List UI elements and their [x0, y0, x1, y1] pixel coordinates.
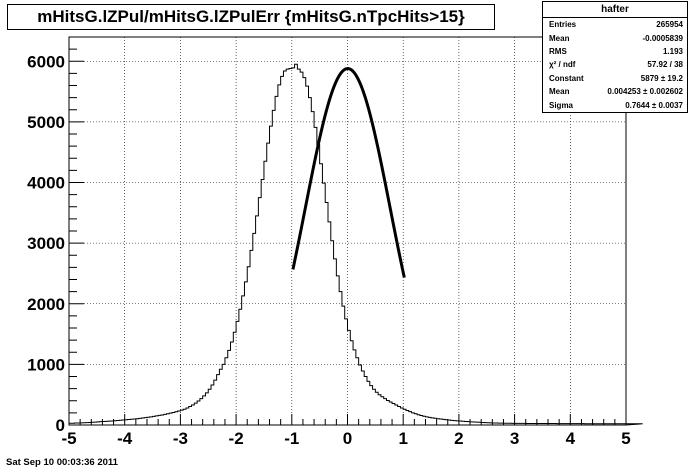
stats-label: Entries	[549, 20, 577, 30]
stats-label: RMS	[549, 46, 567, 56]
stats-label: Mean	[549, 33, 570, 43]
x-tick-label: 3	[510, 429, 519, 448]
stats-value: 57.92 / 38	[647, 60, 683, 70]
plot-frame	[68, 36, 627, 426]
chart-title: mHitsG.lZPul/mHitsG.lZPulErr {mHitsG.nTp…	[7, 4, 495, 30]
y-tick-label: 5000	[27, 113, 65, 132]
stats-row-rms: RMS 1.193	[543, 45, 687, 58]
stats-row-constant: Constant 5879 ± 19.2	[543, 72, 687, 85]
stats-label: Constant	[549, 73, 584, 83]
stats-row-chi2: χ² / ndf 57.92 / 38	[543, 58, 687, 71]
x-tick-label: -4	[117, 429, 133, 448]
y-tick-label: 6000	[27, 52, 65, 71]
y-tick-label: 3000	[27, 234, 65, 253]
stats-label: Sigma	[549, 100, 574, 110]
stats-value: 0.004253 ± 0.002602	[607, 87, 683, 97]
x-tick-label: 4	[566, 429, 576, 448]
x-tick-label: -2	[229, 429, 244, 448]
histogram-outline	[68, 63, 643, 426]
x-tick-label: 1	[398, 429, 407, 448]
stats-value: 5879 ± 19.2	[640, 73, 683, 83]
x-tick-label: -1	[284, 429, 299, 448]
x-tick-label: -5	[61, 429, 76, 448]
x-tick-label: 0	[343, 429, 352, 448]
chart-title-text: mHitsG.lZPul/mHitsG.lZPulErr {mHitsG.nTp…	[37, 7, 465, 26]
stats-title: hafter	[543, 2, 687, 18]
stats-value: 265954	[656, 20, 683, 30]
x-tick-label: -3	[173, 429, 188, 448]
x-tick-label: 5	[621, 429, 630, 448]
y-tick-label: 2000	[27, 295, 65, 314]
y-tick-label: 4000	[27, 174, 65, 193]
y-tick-label: 0	[56, 416, 65, 435]
stats-value: -0.0005839	[642, 33, 683, 43]
stats-label: Mean	[549, 87, 570, 97]
x-tick-label: 2	[454, 429, 463, 448]
stats-value: 0.7644 ± 0.0037	[625, 100, 683, 110]
stats-label: χ² / ndf	[549, 60, 576, 70]
footer-date: Sat Sep 10 00:03:36 2011	[6, 457, 118, 468]
stats-row-sigma: Sigma 0.7644 ± 0.0037	[543, 98, 687, 111]
stats-row-entries: Entries 265954	[543, 18, 687, 31]
stats-value: 1.193	[662, 46, 683, 56]
stats-box: hafter Entries 265954 Mean -0.0005839 RM…	[542, 1, 688, 113]
y-tick-label: 1000	[27, 355, 65, 374]
stats-row-mean: Mean -0.0005839	[543, 31, 687, 44]
gaussian-fit-curve	[291, 67, 406, 278]
stats-row-fit-mean: Mean 0.004253 ± 0.002602	[543, 85, 687, 98]
